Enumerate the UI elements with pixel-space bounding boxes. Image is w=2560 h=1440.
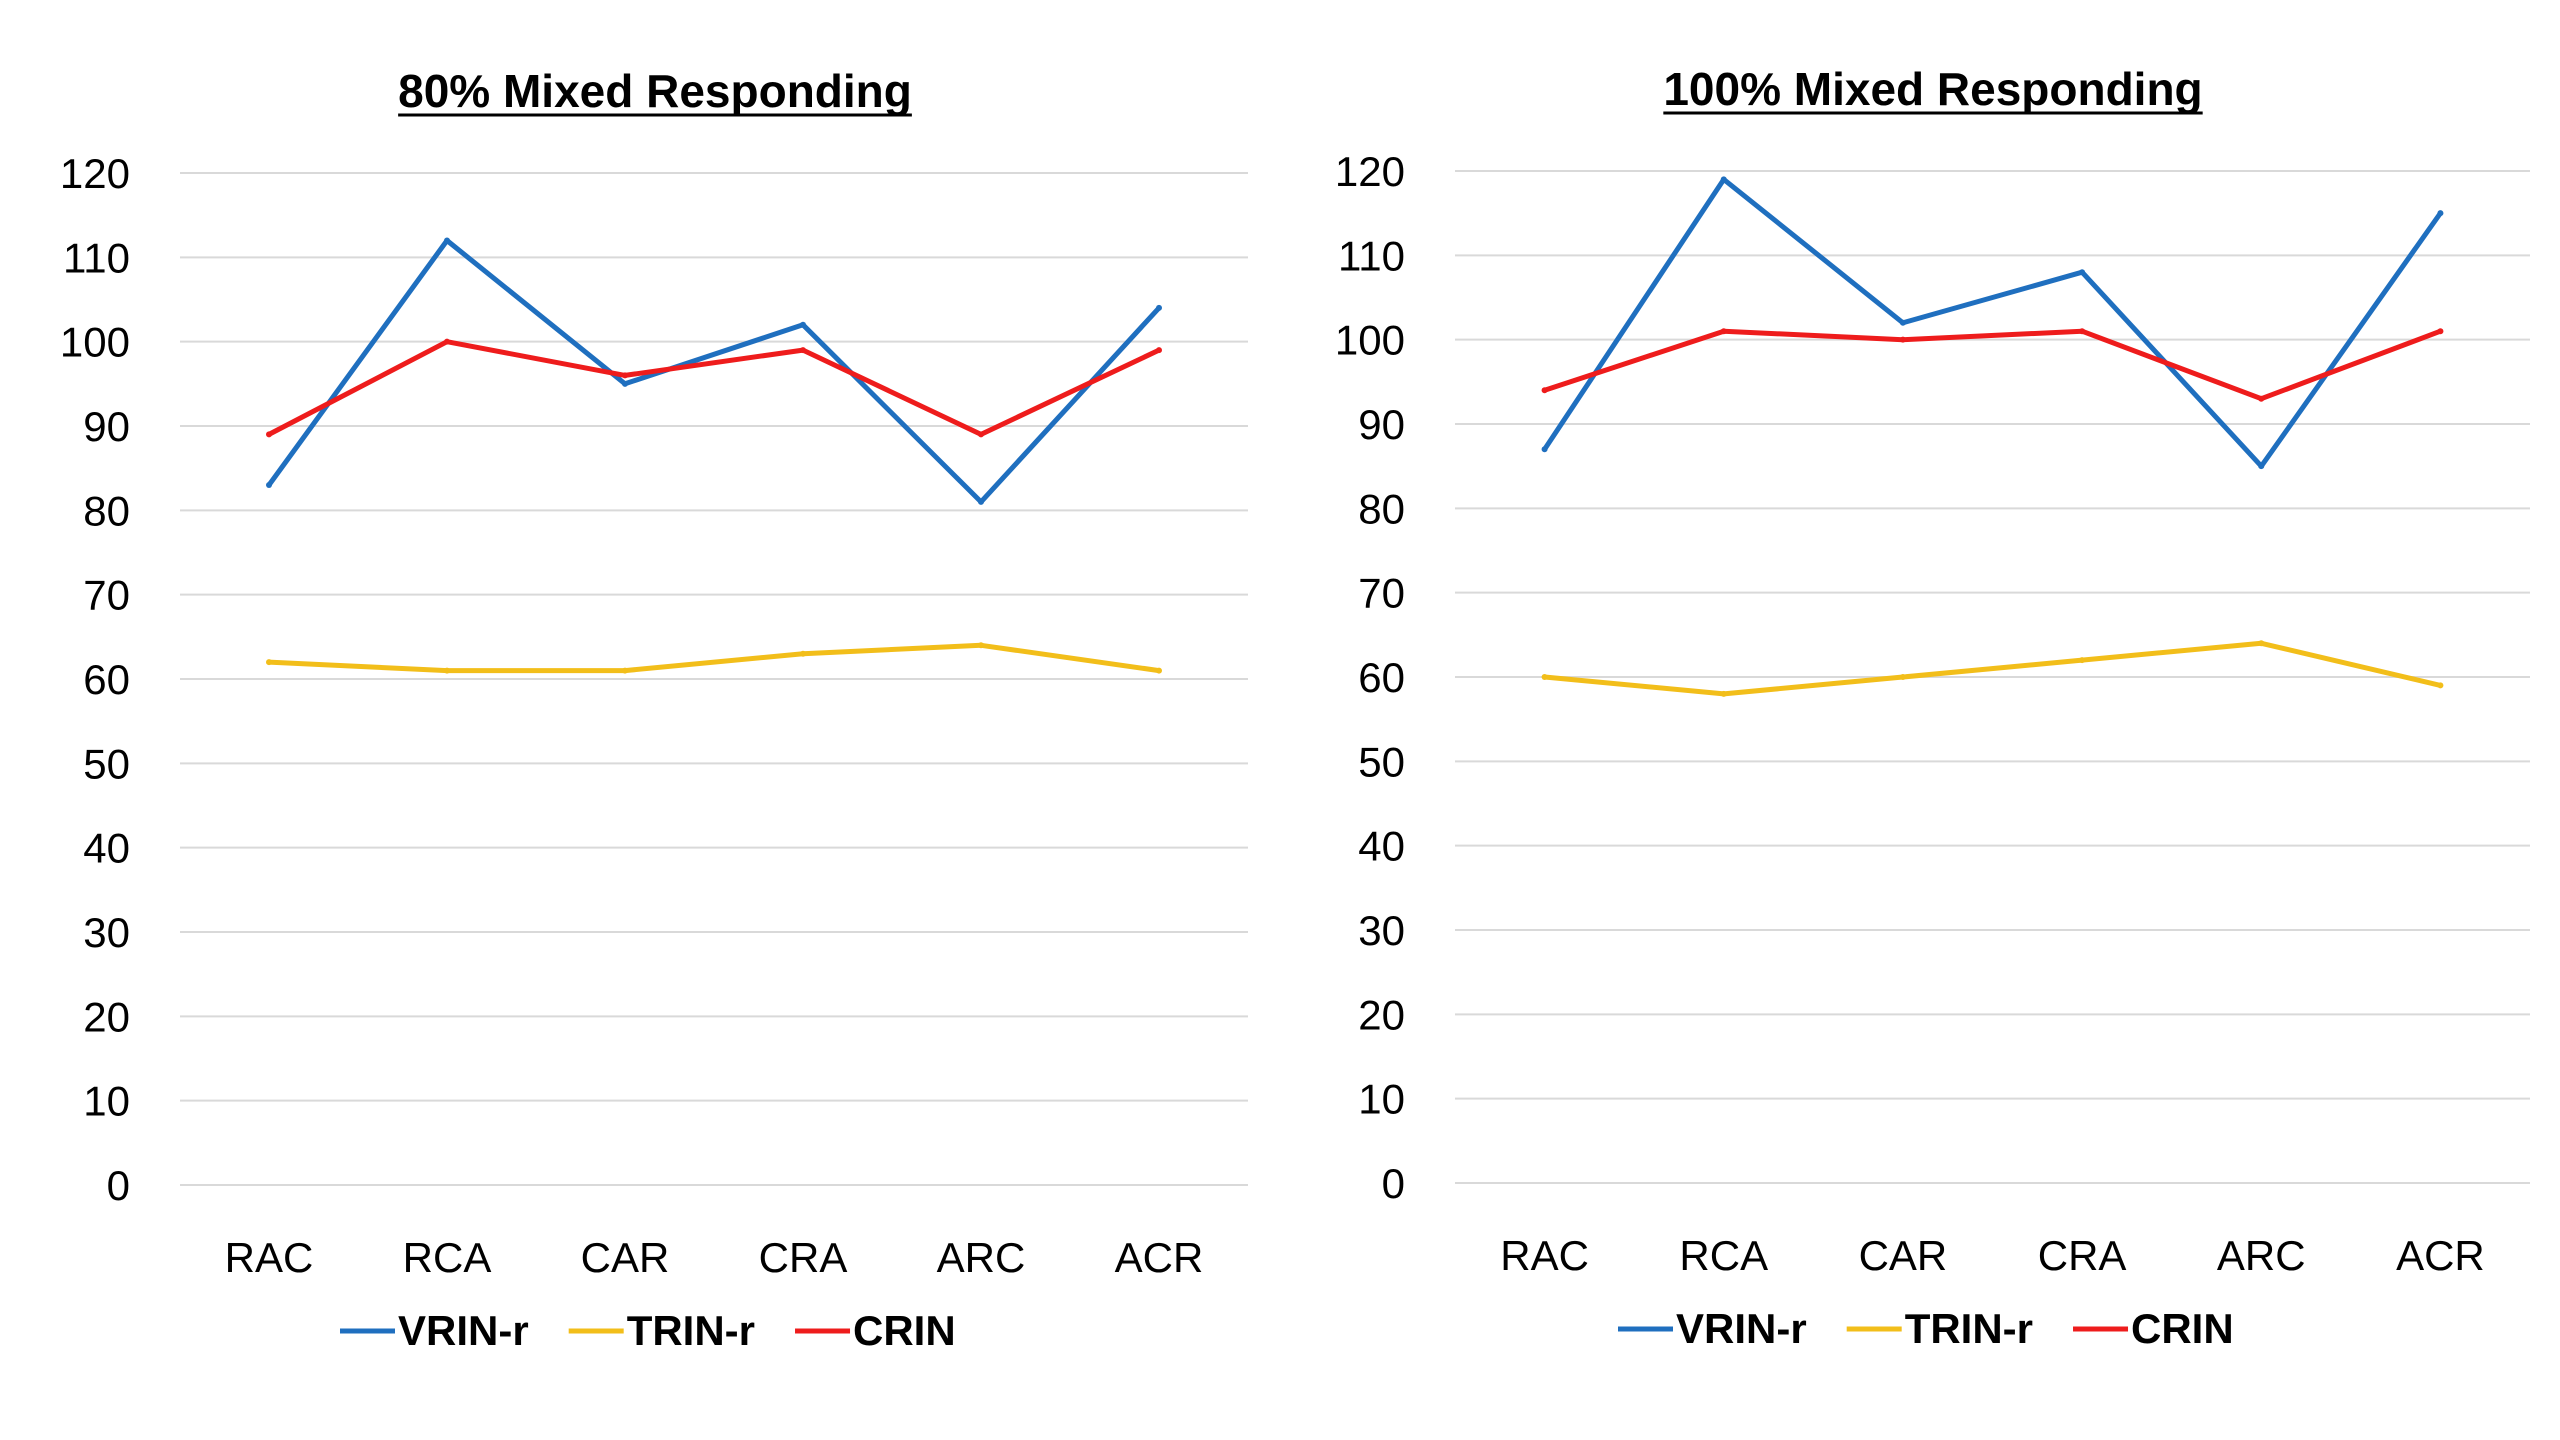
y-tick-label: 120 (60, 150, 130, 197)
data-point-vrin-r (622, 380, 628, 387)
y-tick-label: 110 (63, 234, 130, 281)
data-point-trin-r (2079, 657, 2086, 664)
y-tick-label: 60 (83, 656, 130, 703)
data-point-trin-r (1899, 674, 1906, 680)
chart-title: 100% Mixed Responding (1663, 63, 2202, 115)
chart-1: 80% Mixed Responding 0 10 20 30 40 50 60 70 80 90 1… (60, 65, 1248, 1354)
x-tick-label: RCA (1679, 1232, 1768, 1279)
x-tick-label: ACR (1115, 1234, 1204, 1281)
y-tick-label: 10 (1358, 1076, 1405, 1123)
data-point-trin-r (622, 667, 628, 674)
y-tick-label: 50 (1358, 738, 1405, 785)
data-point-vrin-r (1156, 304, 1162, 311)
y-tick-label: 70 (83, 572, 130, 619)
data-point-crin (978, 431, 984, 438)
series-line-trin-r (266, 642, 1162, 674)
y-tick-label: 100 (60, 319, 130, 366)
data-point-vrin-r (1720, 176, 1727, 183)
data-point-vrin-r (978, 498, 984, 505)
y-tick-label: 80 (1358, 485, 1405, 532)
data-point-vrin-r (1541, 446, 1548, 453)
data-point-crin (444, 338, 450, 345)
data-point-crin (622, 372, 628, 379)
legend-label: VRIN-r (398, 1307, 529, 1354)
x-tick-label: CAR (581, 1234, 670, 1281)
x-tick-label: ARC (937, 1234, 1026, 1281)
chart-2: 100% Mixed Responding 0 10 20 30 40 50 60 70 80 90… (1335, 63, 2530, 1352)
y-tick-label: 20 (1358, 991, 1405, 1038)
y-tick-label: 50 (83, 740, 130, 787)
data-point-crin (1156, 347, 1162, 354)
legend: VRIN-r TRIN-r CRIN (1618, 1305, 2234, 1352)
data-point-vrin-r (2437, 210, 2444, 217)
data-point-crin (1899, 336, 1906, 343)
chart-title: 80% Mixed Responding (398, 65, 912, 117)
data-point-vrin-r (1899, 319, 1906, 326)
y-tick-label: 0 (107, 1162, 130, 1209)
data-point-trin-r (444, 667, 450, 674)
x-tick-label: CRA (759, 1234, 848, 1281)
data-point-trin-r (1156, 667, 1162, 674)
y-tick-label: 30 (1358, 907, 1405, 954)
legend-label: TRIN-r (1905, 1305, 2033, 1352)
y-tick-label: 90 (1358, 401, 1405, 448)
data-point-crin (800, 347, 806, 354)
data-point-vrin-r (2258, 463, 2265, 470)
data-point-crin (1720, 328, 1727, 335)
legend-label: CRIN (853, 1307, 956, 1354)
data-point-vrin-r (800, 321, 806, 328)
y-tick-label: 100 (1335, 317, 1405, 364)
y-tick-label: 30 (83, 909, 130, 956)
series-line-vrin-r (1542, 176, 2443, 469)
y-tick-label: 10 (83, 1078, 130, 1125)
legend: VRIN-r TRIN-r CRIN (340, 1307, 956, 1354)
data-point-crin (266, 431, 272, 438)
y-tick-label: 40 (83, 825, 130, 872)
y-tick-label: 120 (1335, 148, 1405, 195)
legend-label: VRIN-r (1676, 1305, 1807, 1352)
y-tick-label: 0 (1382, 1160, 1405, 1207)
legend-label: TRIN-r (627, 1307, 755, 1354)
x-tick-label: CAR (1859, 1232, 1948, 1279)
data-point-crin (2437, 328, 2444, 335)
data-point-vrin-r (444, 237, 450, 244)
data-point-crin (2258, 395, 2265, 402)
x-tick-label: RAC (1500, 1232, 1589, 1279)
series-line-trin-r (1542, 640, 2443, 697)
y-tick-label: 40 (1358, 823, 1405, 870)
data-point-trin-r (2258, 640, 2265, 647)
y-tick-label: 80 (83, 487, 130, 534)
y-tick-label: 60 (1358, 654, 1405, 701)
data-point-crin (2079, 328, 2086, 335)
x-tick-label: ARC (2217, 1232, 2306, 1279)
data-point-trin-r (1720, 690, 1727, 697)
x-tick-label: RAC (225, 1234, 314, 1281)
series-line-crin (1542, 328, 2443, 402)
data-point-trin-r (2437, 682, 2444, 689)
y-tick-label: 20 (83, 993, 130, 1040)
data-point-trin-r (266, 659, 272, 666)
x-tick-label: RCA (403, 1234, 492, 1281)
series-line-vrin-r (266, 238, 1162, 505)
x-tick-label: CRA (2038, 1232, 2127, 1279)
x-tick-label: ACR (2396, 1232, 2485, 1279)
legend-label: CRIN (2131, 1305, 2234, 1352)
data-point-trin-r (1541, 674, 1548, 680)
data-point-trin-r (978, 642, 984, 649)
data-point-vrin-r (2079, 269, 2086, 276)
data-point-trin-r (800, 650, 806, 657)
y-tick-label: 70 (1358, 570, 1405, 617)
y-tick-label: 110 (1338, 232, 1405, 279)
data-point-vrin-r (266, 482, 272, 489)
y-tick-label: 90 (83, 403, 130, 450)
data-point-crin (1541, 387, 1548, 394)
series-line-crin (266, 339, 1162, 437)
